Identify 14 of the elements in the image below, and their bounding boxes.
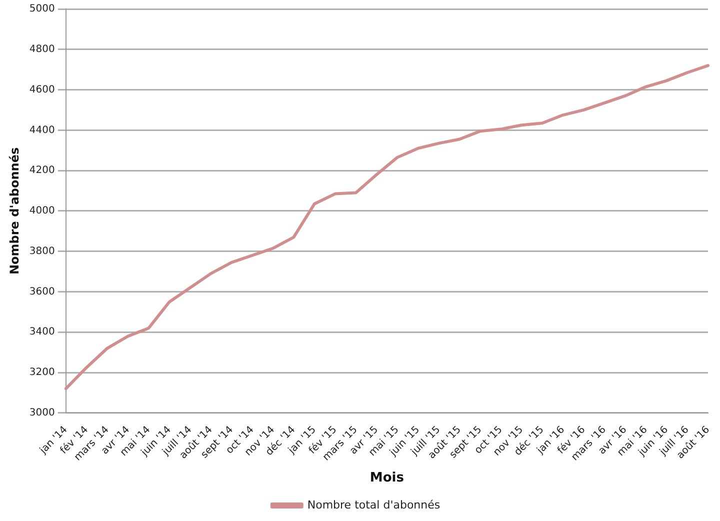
y-tick-label: 3000 xyxy=(29,408,55,419)
y-axis-title: Nombre d'abonnés xyxy=(7,147,22,275)
y-tick-label: 4200 xyxy=(29,165,55,176)
y-tick-label: 3200 xyxy=(29,367,55,378)
y-tick-label: 3600 xyxy=(29,286,55,298)
y-tick-label: 4400 xyxy=(29,124,55,136)
y-tick-label: 3800 xyxy=(29,246,55,257)
y-tick-label: 4800 xyxy=(29,44,55,55)
legend-label: Nombre total d'abonnés xyxy=(307,498,440,512)
y-tick-label: 4000 xyxy=(29,206,55,217)
y-tick-label: 4600 xyxy=(29,84,55,96)
x-axis-title: Mois xyxy=(370,470,404,486)
y-tick-label: 5000 xyxy=(29,4,55,15)
y-tick-label: 3400 xyxy=(29,326,55,338)
